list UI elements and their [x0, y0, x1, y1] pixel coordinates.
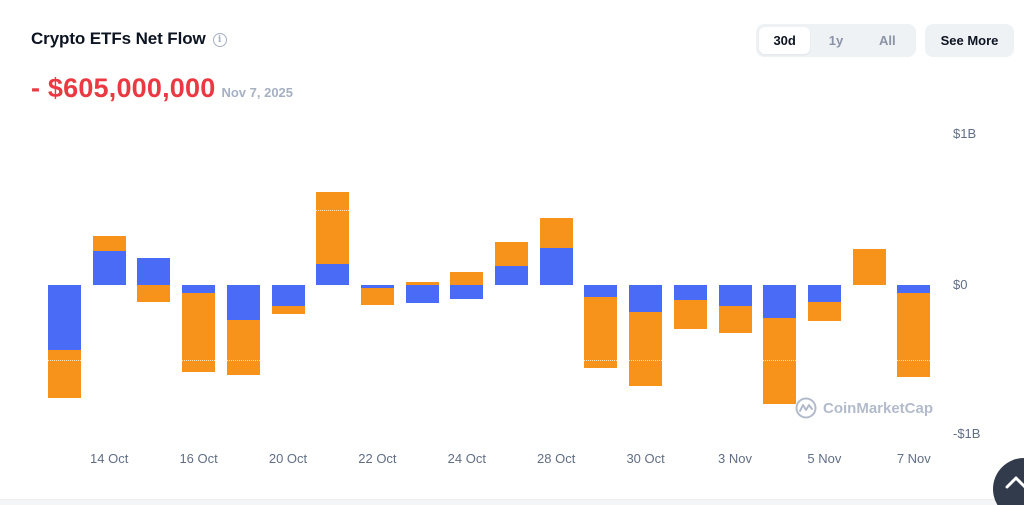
bar-segment-btc[interactable]	[718, 285, 752, 306]
bar-segment-btc[interactable]	[450, 285, 484, 299]
bar-segment-btc[interactable]	[495, 265, 528, 285]
bar-segment-eth[interactable]	[807, 301, 841, 321]
gridline	[584, 360, 618, 361]
bar-segment-eth[interactable]	[405, 282, 439, 285]
gridline	[316, 210, 350, 211]
x-axis-label: 14 Oct	[90, 451, 129, 466]
y-axis-label: $1B	[953, 126, 977, 141]
bar-segment-eth[interactable]	[92, 235, 126, 251]
gridline	[48, 360, 81, 361]
bar-segment-btc[interactable]	[360, 285, 394, 288]
bar-segment-eth[interactable]	[182, 292, 216, 372]
info-icon[interactable]: i	[212, 32, 227, 47]
bar-segment-eth[interactable]	[584, 297, 618, 368]
gridline	[226, 360, 260, 361]
x-axis-label: 30 Oct	[626, 451, 665, 466]
bar-segment-eth[interactable]	[450, 271, 484, 285]
x-axis-label: 5 Nov	[807, 451, 842, 466]
x-axis-label: 24 Oct	[447, 451, 486, 466]
gridline	[763, 360, 797, 361]
y-axis-label: $0	[953, 277, 968, 292]
bar-segment-btc[interactable]	[182, 285, 216, 293]
bar-segment-eth[interactable]	[539, 217, 573, 248]
range-30d-button[interactable]: 30d	[759, 27, 811, 54]
chart-title: Crypto ETFs Net Flow	[31, 29, 206, 48]
bar-segment-eth[interactable]	[897, 292, 931, 377]
bar-segment-btc[interactable]	[584, 285, 618, 297]
x-axis-label: 3 Nov	[718, 451, 752, 466]
bar-segment-btc[interactable]	[539, 247, 573, 285]
bar-segment-btc[interactable]	[137, 258, 171, 285]
bar-segment-eth[interactable]	[852, 249, 886, 285]
bar-segment-eth[interactable]	[316, 192, 350, 264]
bar-segment-eth[interactable]	[629, 312, 663, 386]
x-axis-label: 20 Oct	[268, 451, 308, 466]
bar-segment-eth[interactable]	[226, 319, 260, 375]
net-flow-date: Nov 7, 2025	[221, 85, 294, 100]
bar-segment-eth[interactable]	[48, 349, 81, 398]
bar-segment-btc[interactable]	[271, 285, 305, 306]
net-flow-value-row: - $605,000,000 Nov 7, 2025	[31, 73, 293, 104]
coinmarketcap-logo-icon	[795, 397, 817, 419]
bar-segment-btc[interactable]	[673, 285, 707, 300]
x-axis-label: 22 Oct	[358, 451, 397, 466]
title-row: Crypto ETFs Net Flow i	[31, 29, 227, 49]
net-flow-value: - $605,000,000	[31, 73, 216, 103]
bar-segment-eth[interactable]	[360, 288, 394, 305]
bar-segment-btc[interactable]	[48, 285, 81, 350]
bar-segment-eth[interactable]	[718, 306, 752, 333]
bar-segment-eth[interactable]	[673, 300, 707, 329]
time-range-selector: 30d 1y All	[756, 24, 916, 57]
bar-segment-btc[interactable]	[807, 285, 841, 302]
x-axis-label: 16 Oct	[179, 451, 218, 466]
bar-segment-eth[interactable]	[495, 241, 528, 266]
coinmarketcap-watermark: CoinMarketCap	[795, 397, 933, 419]
chevron-up-icon	[1005, 476, 1024, 489]
bar-segment-btc[interactable]	[405, 285, 439, 303]
x-axis-label: 28 Oct	[537, 451, 576, 466]
range-all-button[interactable]: All	[879, 33, 896, 48]
gridline	[182, 360, 216, 361]
x-axis-label: 7 Nov	[896, 451, 931, 466]
y-axis-label: -$1B	[953, 426, 981, 441]
see-more-button[interactable]: See More	[925, 24, 1014, 57]
watermark-text: CoinMarketCap	[823, 399, 934, 417]
bar-segment-btc[interactable]	[897, 285, 931, 293]
range-1y-button[interactable]: 1y	[828, 33, 844, 48]
scroll-to-top-button[interactable]	[993, 458, 1024, 505]
bar-segment-btc[interactable]	[763, 285, 797, 318]
bar-segment-eth[interactable]	[271, 306, 305, 314]
bar-segment-eth[interactable]	[137, 285, 171, 302]
bar-segment-btc[interactable]	[316, 264, 350, 285]
bar-segment-btc[interactable]	[92, 250, 126, 285]
gridline	[897, 360, 931, 361]
bar-segment-btc[interactable]	[629, 285, 663, 312]
bar-segment-btc[interactable]	[226, 285, 260, 320]
gridline	[629, 360, 663, 361]
